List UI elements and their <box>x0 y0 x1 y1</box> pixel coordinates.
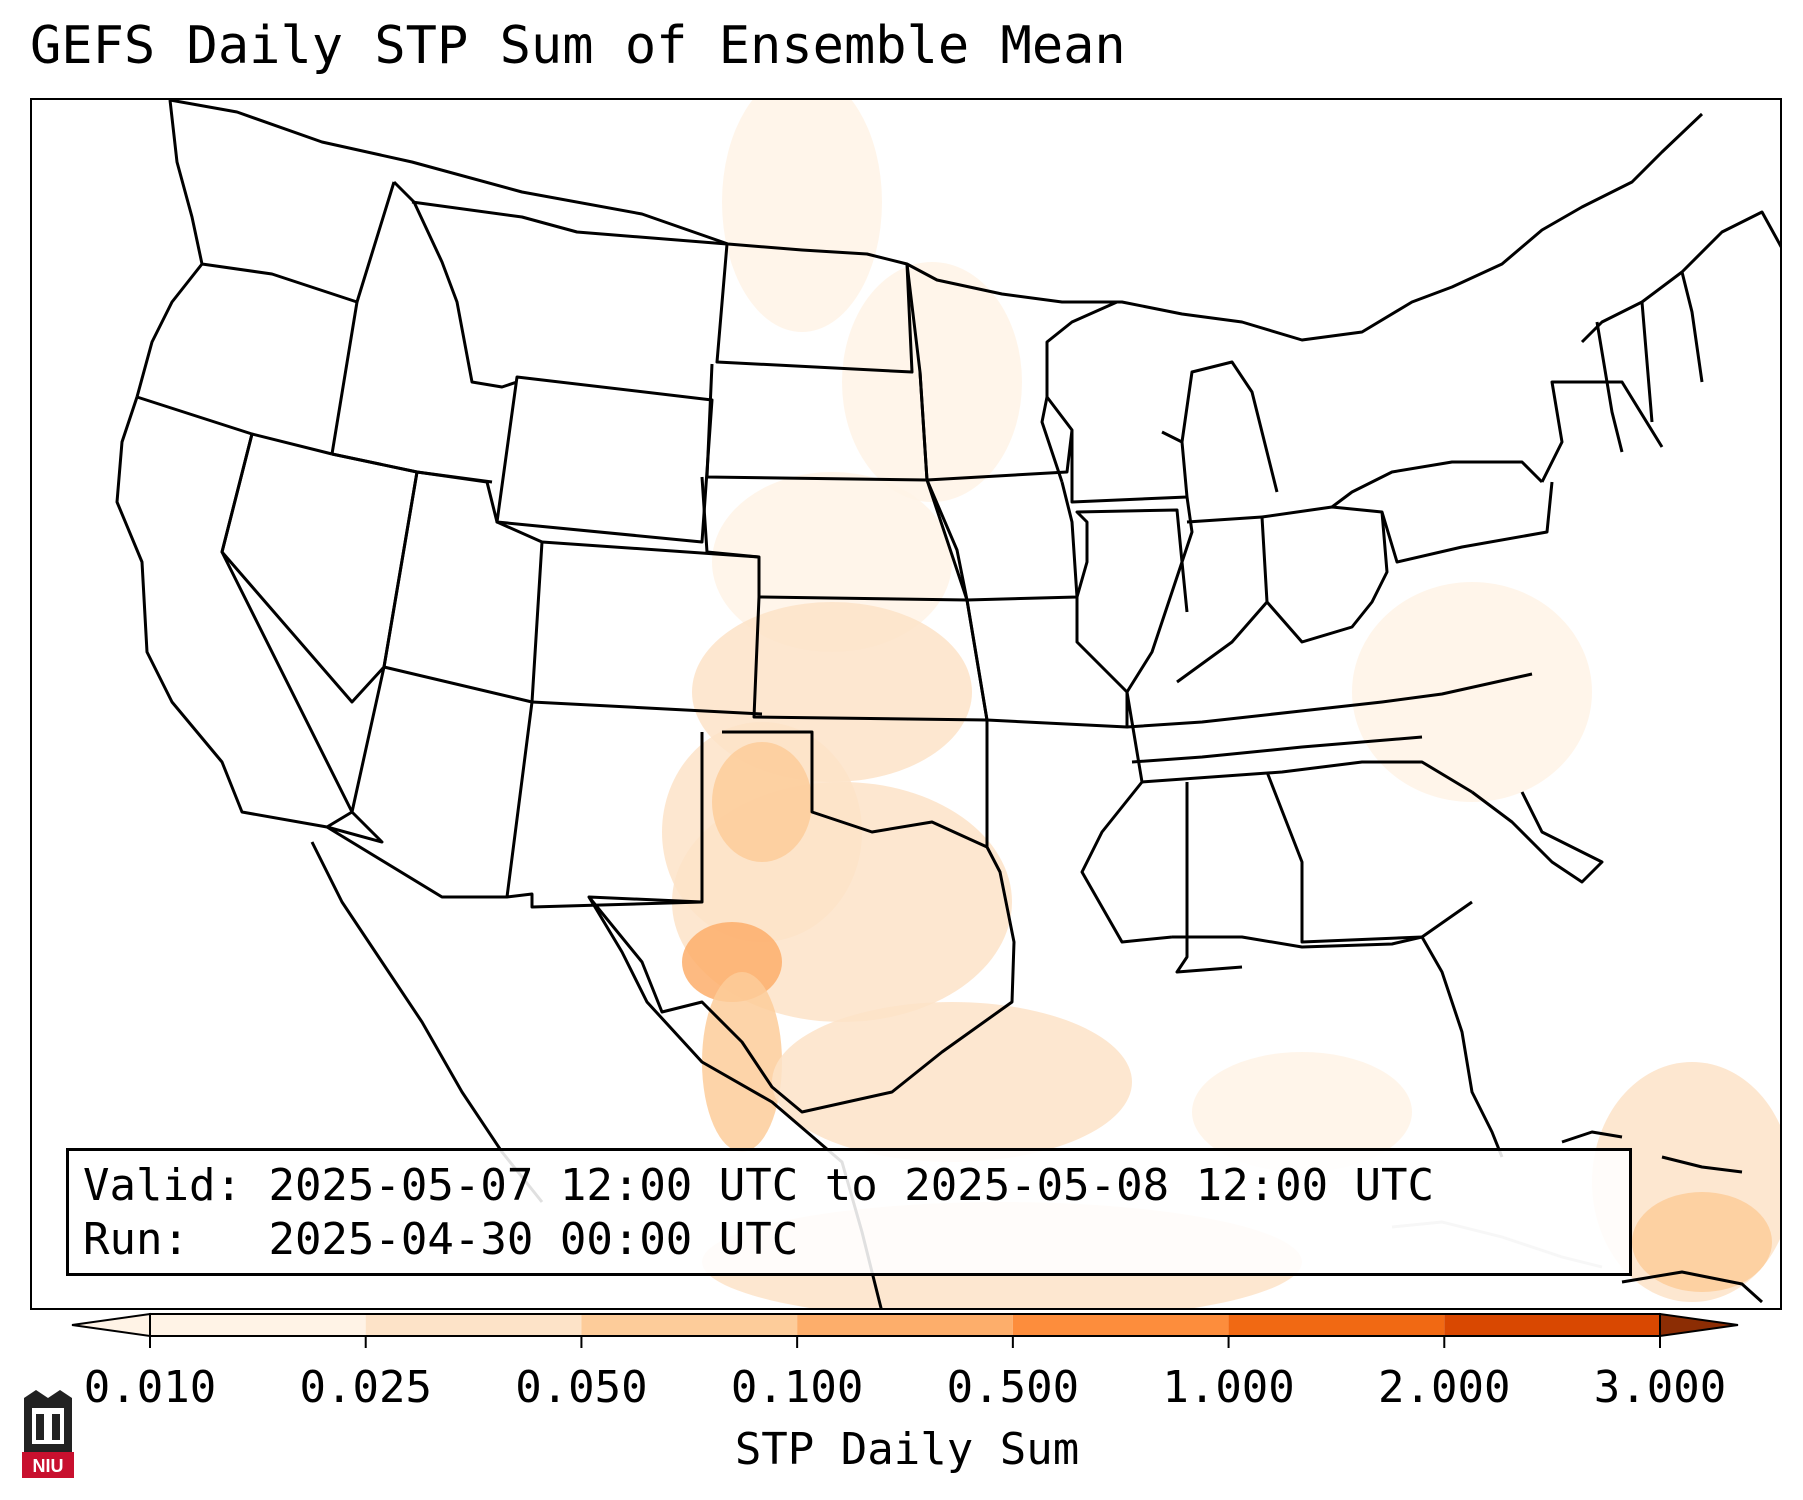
map-canvas <box>115 100 1780 1308</box>
colorbar-segment <box>365 1314 582 1336</box>
colorbar-extend-high <box>1659 1312 1739 1338</box>
state-boundaries <box>115 100 1780 1308</box>
valid-run-info-box: Valid: 2025-05-07 12:00 UTC to 2025-05-0… <box>66 1148 1632 1276</box>
colorbar-tick-label: 3.000 <box>1593 1362 1727 1413</box>
colorbar-segment <box>150 1314 366 1336</box>
colorbar-tick-label: 0.050 <box>515 1362 648 1413</box>
colorbar-segment <box>1444 1314 1660 1336</box>
stp-shading-area <box>1192 1052 1412 1172</box>
map-title: GEFS Daily STP Sum of Ensemble Mean <box>30 16 1126 76</box>
stp-shading-area <box>1352 582 1592 802</box>
colorbar-segment <box>581 1314 798 1336</box>
colorbar-tick-label: 0.500 <box>946 1362 1080 1413</box>
run-label: Run: <box>83 1214 189 1265</box>
stp-shading-area <box>712 742 812 862</box>
valid-value: 2025-05-07 12:00 UTC to 2025-05-08 12:00… <box>268 1160 1435 1211</box>
colorbar-outline <box>149 1313 1661 1337</box>
run-value: 2025-04-30 00:00 UTC <box>268 1214 799 1265</box>
colorbar <box>71 1312 1739 1348</box>
stp-shading-area <box>722 100 882 332</box>
map-frame <box>30 98 1782 1310</box>
colorbar-segment <box>1228 1314 1445 1336</box>
colorbar-extend-low <box>71 1312 151 1338</box>
colorbar-tick-label: 0.100 <box>730 1362 864 1413</box>
colorbar-tick-label: 1.000 <box>1162 1362 1295 1413</box>
colorbar-segment <box>1012 1314 1229 1336</box>
colorbar-tick-label: 0.010 <box>83 1362 217 1413</box>
stp-shading-area <box>772 1002 1132 1162</box>
stp-shading-layer <box>662 100 1780 1308</box>
valid-label: Valid: <box>83 1160 242 1211</box>
stp-shading-area <box>1632 1192 1772 1292</box>
colorbar-label: STP Daily Sum <box>734 1424 1080 1475</box>
colorbar-tick-label: 0.025 <box>299 1362 432 1413</box>
svg-text:NIU: NIU <box>33 1456 64 1476</box>
stp-shading-area <box>702 972 782 1152</box>
colorbar-tick-label: 2.000 <box>1378 1362 1511 1413</box>
canada-border <box>169 100 1704 342</box>
stp-shading-area <box>712 472 952 652</box>
niu-logo: NIU <box>22 1390 74 1478</box>
colorbar-segment <box>797 1314 1013 1336</box>
stp-shading-area <box>842 262 1022 502</box>
